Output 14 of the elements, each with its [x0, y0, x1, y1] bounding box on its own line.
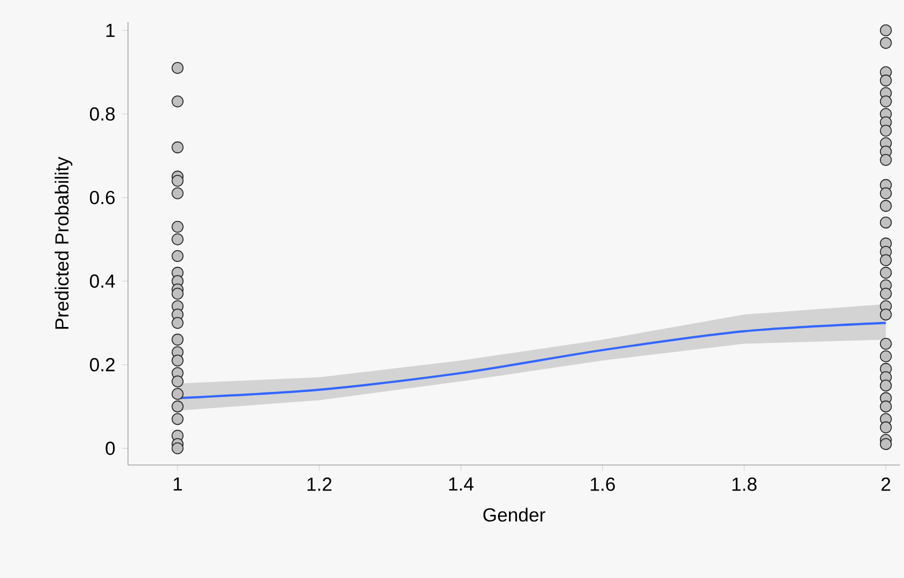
y-tick-label: 0.4 [90, 274, 115, 288]
y-tick-label: 1 [106, 24, 115, 37]
y-tick-label: 0.6 [90, 190, 115, 204]
x-tick-label: 2 [882, 478, 890, 491]
x-tick-label: 1.6 [590, 478, 615, 491]
x-tick-label: 1 [174, 478, 182, 491]
y-tick-label: 0 [106, 442, 115, 455]
y-axis-title: Predicted Probability [54, 156, 72, 329]
y-tick-label: 0.8 [90, 107, 115, 121]
x-tick-label: 1.4 [449, 478, 474, 491]
y-tick-label: 0.2 [90, 358, 115, 372]
x-tick-label: 1.2 [308, 478, 332, 491]
x-axis-title: Gender [483, 508, 546, 522]
x-tick-label: 1.8 [732, 478, 757, 491]
